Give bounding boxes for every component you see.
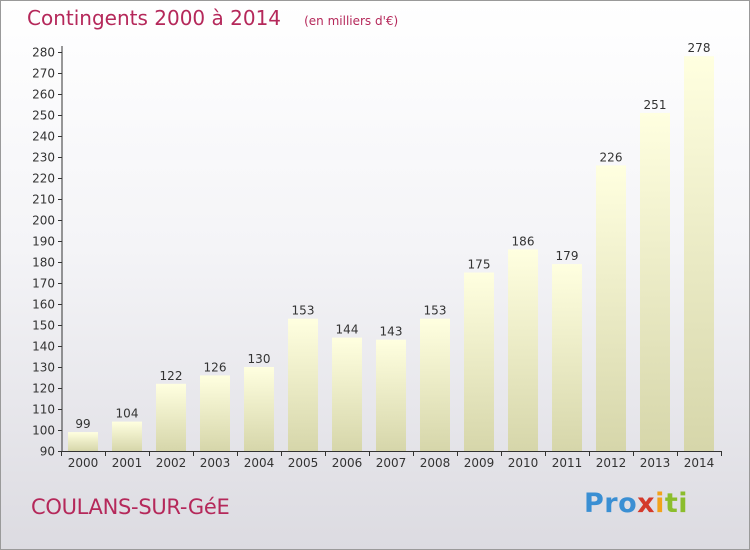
x-tick-label: 2000 bbox=[68, 456, 99, 470]
bar bbox=[552, 264, 582, 451]
x-tick-label: 2013 bbox=[640, 456, 671, 470]
y-tick-label: 260 bbox=[32, 88, 55, 102]
y-tick-label: 220 bbox=[32, 172, 55, 186]
x-tick-label: 2006 bbox=[332, 456, 363, 470]
bar-value-label: 153 bbox=[424, 304, 447, 318]
bar-value-label: 144 bbox=[336, 323, 359, 337]
x-tick-label: 2012 bbox=[596, 456, 627, 470]
x-tick-label: 2014 bbox=[684, 456, 715, 470]
y-tick-label: 160 bbox=[32, 298, 55, 312]
bar-value-label: 104 bbox=[116, 407, 139, 421]
bar bbox=[332, 337, 362, 451]
y-tick-label: 200 bbox=[32, 214, 55, 228]
x-tick-label: 2007 bbox=[376, 456, 407, 470]
bar bbox=[420, 318, 450, 451]
bar bbox=[640, 112, 670, 452]
x-tick-label: 2005 bbox=[288, 456, 319, 470]
y-tick-label: 140 bbox=[32, 340, 55, 354]
bar bbox=[156, 383, 186, 451]
y-tick-label: 170 bbox=[32, 277, 55, 291]
y-tick-label: 110 bbox=[32, 403, 55, 417]
bar-value-label: 143 bbox=[380, 325, 403, 339]
chart-title-block: Contingents 2000 à 2014 (en milliers d'€… bbox=[27, 6, 398, 30]
y-tick-label: 210 bbox=[32, 193, 55, 207]
bar-value-label: 186 bbox=[512, 234, 535, 248]
logo-part-1: Pro bbox=[584, 488, 638, 519]
bar bbox=[200, 375, 230, 451]
bar bbox=[288, 318, 318, 451]
logo-part-2: x bbox=[637, 488, 656, 519]
bar-value-label: 99 bbox=[75, 417, 90, 431]
bar-value-label: 251 bbox=[644, 98, 667, 112]
y-tick-label: 180 bbox=[32, 256, 55, 270]
bar bbox=[684, 56, 714, 451]
bar bbox=[376, 339, 406, 451]
y-tick-label: 100 bbox=[32, 424, 55, 438]
y-tick-label: 130 bbox=[32, 361, 55, 375]
bar bbox=[464, 272, 494, 451]
y-tick-label: 150 bbox=[32, 319, 55, 333]
chart-unit-note: (en milliers d'€) bbox=[304, 14, 399, 28]
x-tick-label: 2001 bbox=[112, 456, 143, 470]
bar bbox=[244, 367, 274, 451]
y-tick-label: 250 bbox=[32, 109, 55, 123]
bar bbox=[68, 432, 98, 451]
y-tick-label: 190 bbox=[32, 235, 55, 249]
bar bbox=[112, 421, 142, 451]
x-tick-label: 2010 bbox=[508, 456, 539, 470]
bar-value-label: 175 bbox=[468, 258, 491, 272]
bar-value-label: 278 bbox=[688, 41, 711, 55]
logo-part-4: ti bbox=[664, 488, 689, 519]
y-tick-label: 230 bbox=[32, 151, 55, 165]
bar bbox=[508, 249, 538, 451]
y-tick-label: 280 bbox=[32, 46, 55, 60]
x-tick-label: 2003 bbox=[200, 456, 231, 470]
bar-value-label: 153 bbox=[292, 304, 315, 318]
y-tick-label: 240 bbox=[32, 130, 55, 144]
x-tick-label: 2002 bbox=[156, 456, 187, 470]
y-tick-label: 270 bbox=[32, 67, 55, 81]
x-tick-label: 2009 bbox=[464, 456, 495, 470]
bar-value-label: 126 bbox=[204, 360, 227, 374]
logo-part-3: i bbox=[655, 488, 665, 519]
town-name: COULANS-SUR-GéE bbox=[31, 495, 230, 519]
x-tick-label: 2011 bbox=[552, 456, 583, 470]
bar-value-label: 122 bbox=[160, 369, 183, 383]
bar-value-label: 226 bbox=[600, 150, 623, 164]
chart-title: Contingents 2000 à 2014 bbox=[27, 6, 282, 30]
x-tick-label: 2004 bbox=[244, 456, 275, 470]
y-tick-label: 120 bbox=[32, 382, 55, 396]
proxiti-logo: Proxiti bbox=[584, 488, 688, 519]
y-tick-label: 90 bbox=[40, 445, 55, 459]
bar-value-label: 179 bbox=[556, 249, 579, 263]
x-tick-label: 2008 bbox=[420, 456, 451, 470]
bar bbox=[596, 165, 626, 451]
bar-value-label: 130 bbox=[248, 352, 271, 366]
